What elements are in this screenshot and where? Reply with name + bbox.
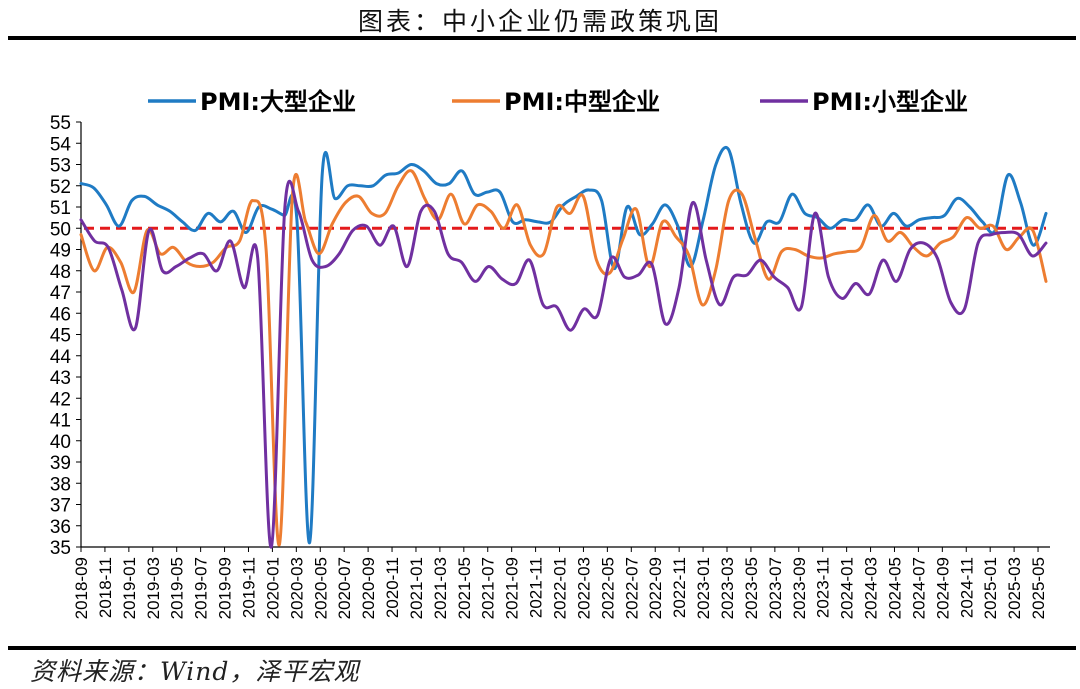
x-tick-label: 2022-01 — [551, 557, 570, 619]
x-tick-label: 2024-09 — [933, 557, 952, 619]
x-tick-label: 2020-11 — [383, 557, 402, 618]
x-tick-label: 2023-05 — [742, 557, 761, 619]
x-tick-label: 2022-03 — [574, 557, 593, 619]
source-note: 资料来源：Wind，泽平宏观 — [30, 657, 360, 686]
x-tick-label: 2023-03 — [718, 557, 737, 619]
y-tick-label: 51 — [50, 198, 71, 219]
legend-label: PMI:大型企业 — [200, 88, 356, 116]
y-tick-label: 52 — [50, 177, 71, 198]
x-tick-label: 2020-05 — [311, 557, 330, 619]
x-tick-label: 2019-03 — [144, 557, 163, 619]
y-tick-label: 42 — [50, 389, 71, 410]
x-tick-label: 2025-01 — [981, 557, 1000, 619]
x-tick-label: 2019-01 — [120, 557, 139, 619]
x-tick-label: 2020-09 — [359, 557, 378, 619]
x-tick-label: 2022-09 — [646, 557, 665, 619]
chart-legend: PMI:大型企业 PMI:中型企业 PMI:小型企业 — [148, 88, 968, 116]
x-tick-label: 2019-11 — [239, 557, 258, 618]
y-tick-label: 55 — [50, 113, 71, 134]
x-tick-label: 2020-01 — [263, 557, 282, 619]
x-tick-label: 2024-07 — [909, 557, 928, 619]
y-tick-label: 35 — [50, 538, 71, 559]
y-tick-label: 40 — [50, 432, 71, 453]
x-tick-label: 2021-03 — [431, 557, 450, 619]
x-tick-label: 2019-07 — [192, 557, 211, 619]
x-tick-label: 2020-03 — [287, 557, 306, 619]
y-tick-label: 41 — [50, 411, 71, 432]
y-tick-label: 50 — [50, 219, 71, 240]
y-tick-label: 46 — [50, 304, 71, 325]
y-tick-label: 49 — [50, 241, 71, 262]
x-tick-label: 2024-01 — [838, 557, 857, 619]
y-tick-label: 37 — [50, 496, 71, 517]
x-tick-label: 2025-05 — [1029, 557, 1048, 619]
x-tick-label: 2021-11 — [527, 557, 546, 618]
y-tick-label: 43 — [50, 368, 71, 389]
y-tick-label: 44 — [50, 347, 72, 368]
x-tick-label: 2021-07 — [479, 557, 498, 619]
x-tick-label: 2018-09 — [72, 557, 91, 619]
axes: 3536373839404142434445464748495051525354… — [50, 113, 1050, 619]
x-tick-label: 2022-11 — [670, 557, 689, 618]
x-tick-label: 2023-01 — [694, 557, 713, 619]
legend-label: PMI:中型企业 — [504, 88, 660, 116]
x-tick-label: 2018-11 — [96, 557, 115, 618]
x-tick-label: 2025-03 — [1005, 557, 1024, 619]
series-small-enterprise — [79, 179, 1048, 549]
x-tick-label: 2023-07 — [766, 557, 785, 619]
y-tick-label: 47 — [50, 283, 71, 304]
y-tick-label: 53 — [50, 156, 71, 177]
y-tick-label: 36 — [50, 517, 71, 538]
top-rule — [8, 36, 1076, 40]
x-tick-label: 2024-05 — [885, 557, 904, 619]
x-tick-label: 2023-09 — [790, 557, 809, 619]
y-tick-label: 45 — [50, 326, 71, 347]
series-medium-enterprise — [79, 169, 1048, 547]
x-tick-label: 2024-11 — [957, 557, 976, 618]
bottom-rule — [8, 646, 1076, 650]
x-tick-label: 2022-05 — [598, 557, 617, 619]
x-tick-label: 2019-09 — [216, 557, 235, 619]
x-tick-label: 2020-07 — [335, 557, 354, 619]
x-tick-label: 2021-05 — [455, 557, 474, 619]
x-tick-label: 2021-01 — [407, 557, 426, 619]
y-tick-label: 38 — [50, 474, 71, 495]
x-tick-label: 2022-07 — [622, 557, 641, 619]
y-tick-label: 54 — [50, 134, 72, 155]
y-tick-label: 48 — [50, 262, 71, 283]
x-tick-label: 2021-09 — [503, 557, 522, 619]
figure-title: 图表：中小企业仍需政策巩固 — [357, 7, 722, 36]
y-tick-label: 39 — [50, 453, 71, 474]
x-tick-label: 2024-03 — [862, 557, 881, 619]
x-tick-label: 2023-11 — [814, 557, 833, 618]
x-tick-label: 2019-05 — [168, 557, 187, 619]
legend-label: PMI:小型企业 — [812, 88, 968, 116]
series-layer — [79, 145, 1048, 549]
